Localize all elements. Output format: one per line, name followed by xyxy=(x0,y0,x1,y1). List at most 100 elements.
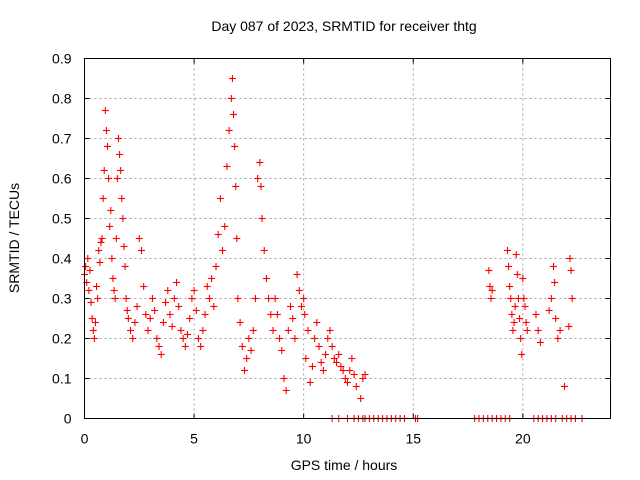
data-point xyxy=(509,327,517,334)
data-point xyxy=(552,315,560,322)
data-point xyxy=(110,287,118,294)
data-point xyxy=(289,315,297,322)
data-point xyxy=(508,311,516,318)
data-point xyxy=(302,355,310,362)
data-point xyxy=(506,283,514,290)
data-point xyxy=(271,295,279,302)
data-point xyxy=(346,367,354,374)
data-point xyxy=(260,247,268,254)
data-point xyxy=(120,243,128,250)
data-point xyxy=(118,195,126,202)
data-point xyxy=(505,263,513,270)
data-point xyxy=(258,215,266,222)
data-point xyxy=(137,247,145,254)
data-point xyxy=(254,175,262,182)
data-point xyxy=(129,335,137,342)
data-point xyxy=(550,263,558,270)
data-point xyxy=(532,311,540,318)
y-tick-label: 0.2 xyxy=(52,331,72,347)
data-point xyxy=(519,275,527,282)
data-point xyxy=(95,247,103,254)
data-point xyxy=(214,231,222,238)
data-point xyxy=(86,267,94,274)
data-point xyxy=(306,379,314,386)
data-point xyxy=(311,335,319,342)
data-point xyxy=(186,315,194,322)
data-point xyxy=(517,335,525,342)
data-point xyxy=(84,255,92,262)
data-point xyxy=(151,307,159,314)
data-point xyxy=(102,127,110,134)
data-point xyxy=(317,359,325,366)
data-point xyxy=(159,319,167,326)
y-tick-label: 0.9 xyxy=(52,51,72,67)
x-axis-label: GPS time / hours xyxy=(291,457,398,473)
data-point xyxy=(512,251,520,258)
data-point xyxy=(97,239,105,246)
data-point xyxy=(105,175,113,182)
data-point xyxy=(547,295,555,302)
data-point xyxy=(257,183,265,190)
data-point xyxy=(82,263,90,270)
y-tick-label: 0.8 xyxy=(52,91,72,107)
data-points xyxy=(81,75,586,422)
data-point xyxy=(337,363,345,370)
chart-title: Day 087 of 2023, SRMTID for receiver tht… xyxy=(211,18,476,34)
data-point xyxy=(188,295,196,302)
data-point xyxy=(485,267,493,274)
data-point xyxy=(319,367,327,374)
data-point xyxy=(357,395,365,402)
data-point xyxy=(190,287,198,294)
data-point xyxy=(513,271,521,278)
data-point xyxy=(503,247,511,254)
data-point xyxy=(108,255,116,262)
data-point xyxy=(208,275,216,282)
data-point xyxy=(262,275,270,282)
data-point xyxy=(157,351,165,358)
data-point xyxy=(179,335,187,342)
data-point xyxy=(511,303,519,310)
data-point xyxy=(284,327,292,334)
data-point xyxy=(144,327,152,334)
data-point xyxy=(282,387,290,394)
data-point xyxy=(518,351,526,358)
data-point xyxy=(565,323,573,330)
data-point xyxy=(287,303,295,310)
data-point xyxy=(300,295,308,302)
data-point xyxy=(116,151,124,158)
data-point xyxy=(291,335,299,342)
data-point xyxy=(297,303,305,310)
data-point xyxy=(94,295,102,302)
x-tick-label: 5 xyxy=(190,431,198,447)
data-point xyxy=(106,223,114,230)
data-point xyxy=(98,235,106,242)
data-point xyxy=(231,143,239,150)
data-point xyxy=(523,327,531,334)
data-point xyxy=(91,319,99,326)
data-point xyxy=(238,343,246,350)
data-point xyxy=(146,315,154,322)
data-point xyxy=(359,375,367,382)
data-point xyxy=(100,167,108,174)
data-point xyxy=(293,271,301,278)
data-point xyxy=(487,295,495,302)
data-point xyxy=(522,319,530,326)
data-point xyxy=(350,371,358,378)
data-point xyxy=(107,207,115,214)
data-point xyxy=(560,383,568,390)
data-point xyxy=(111,295,119,302)
data-point xyxy=(236,319,244,326)
data-point xyxy=(245,335,253,342)
data-point xyxy=(184,331,192,338)
data-point xyxy=(233,235,241,242)
data-point xyxy=(197,343,205,350)
data-point xyxy=(276,335,284,342)
data-point xyxy=(315,343,323,350)
data-point xyxy=(166,311,174,318)
data-point xyxy=(112,235,120,242)
data-point xyxy=(313,319,321,326)
data-point xyxy=(140,283,148,290)
data-point xyxy=(227,95,235,102)
data-point xyxy=(155,343,163,350)
